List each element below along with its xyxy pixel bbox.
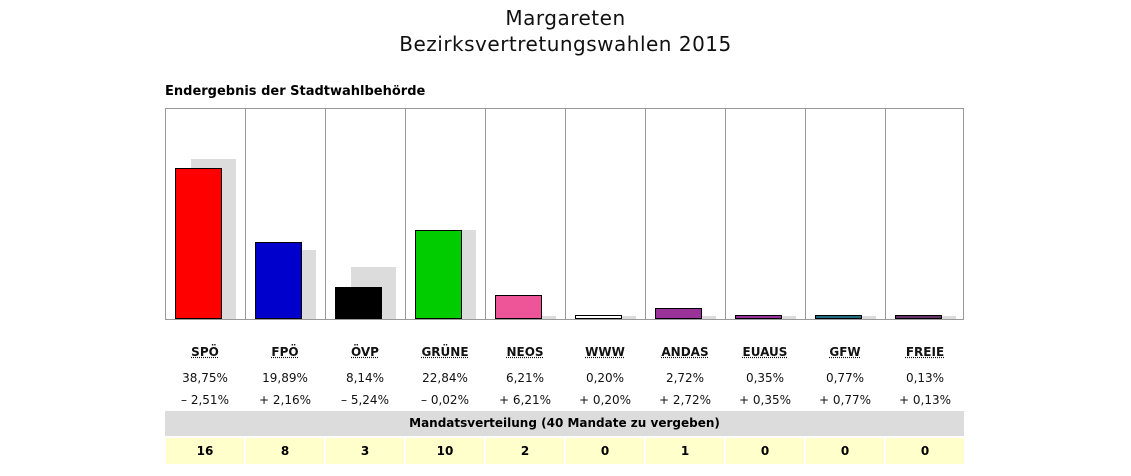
column-divider xyxy=(245,109,246,319)
party-link[interactable]: GRÜNE xyxy=(421,345,469,359)
value-label: 22,84% xyxy=(422,371,468,385)
bar-8 xyxy=(815,315,862,319)
value-label: 38,75% xyxy=(182,371,228,385)
party-link[interactable]: ÖVP xyxy=(351,345,379,359)
bar-6 xyxy=(655,308,702,319)
seat-count: 16 xyxy=(166,438,244,464)
seat-count: 3 xyxy=(326,438,404,464)
party-link[interactable]: FREIE xyxy=(905,345,945,359)
party-link[interactable]: FPÖ xyxy=(271,345,299,359)
change-label: + 0,20% xyxy=(579,393,631,407)
party-link[interactable]: ANDAS xyxy=(661,345,709,359)
change-label: + 2,72% xyxy=(659,393,711,407)
change-label: + 0,13% xyxy=(899,393,951,407)
party-link[interactable]: WWW xyxy=(585,345,625,359)
value-label: 0,77% xyxy=(825,371,865,385)
bar-0 xyxy=(175,168,222,319)
column-divider xyxy=(725,109,726,319)
value-label: 0,13% xyxy=(905,371,945,385)
value-label: 2,72% xyxy=(665,371,705,385)
chart-subtitle: Bezirksvertretungswahlen 2015 xyxy=(399,32,732,56)
value-label: 6,21% xyxy=(505,371,545,385)
seat-count: 8 xyxy=(246,438,324,464)
seat-count: 1 xyxy=(646,438,724,464)
change-label: – 0,02% xyxy=(421,393,469,407)
party-link[interactable]: NEOS xyxy=(506,345,544,359)
column-divider xyxy=(565,109,566,319)
bar-1 xyxy=(255,241,302,319)
seat-count: 10 xyxy=(406,438,484,464)
party-link[interactable]: EUAUS xyxy=(742,345,788,359)
change-label: – 2,51% xyxy=(181,393,229,407)
column-divider xyxy=(485,109,486,319)
value-label: 19,89% xyxy=(262,371,308,385)
seat-count: 2 xyxy=(486,438,564,464)
change-label: + 0,35% xyxy=(739,393,791,407)
value-label: 0,20% xyxy=(585,371,625,385)
bar-4 xyxy=(495,294,542,319)
change-label: + 6,21% xyxy=(499,393,551,407)
bar-2 xyxy=(335,287,382,319)
mandate-header: Mandatsverteilung (40 Mandate zu vergebe… xyxy=(165,411,964,436)
column-divider xyxy=(805,109,806,319)
column-divider xyxy=(405,109,406,319)
party-link[interactable]: SPÖ xyxy=(191,345,219,359)
bar-3 xyxy=(415,230,462,319)
seat-count: 0 xyxy=(726,438,804,464)
column-divider xyxy=(885,109,886,319)
chart-title: Margareten xyxy=(505,6,626,30)
column-divider xyxy=(645,109,646,319)
seat-count: 0 xyxy=(806,438,884,464)
seat-count: 0 xyxy=(886,438,964,464)
bar-7 xyxy=(735,315,782,319)
bar-5 xyxy=(575,315,622,319)
change-label: + 0,77% xyxy=(819,393,871,407)
change-label: + 2,16% xyxy=(259,393,311,407)
value-label: 8,14% xyxy=(345,371,385,385)
section-label: Endergebnis der Stadtwahlbehörde xyxy=(165,84,426,99)
value-label: 0,35% xyxy=(745,371,785,385)
plot-area xyxy=(165,108,964,320)
column-divider xyxy=(325,109,326,319)
change-label: – 5,24% xyxy=(341,393,389,407)
party-link[interactable]: GFW xyxy=(829,345,861,359)
seat-count: 0 xyxy=(566,438,644,464)
bar-9 xyxy=(895,315,942,319)
